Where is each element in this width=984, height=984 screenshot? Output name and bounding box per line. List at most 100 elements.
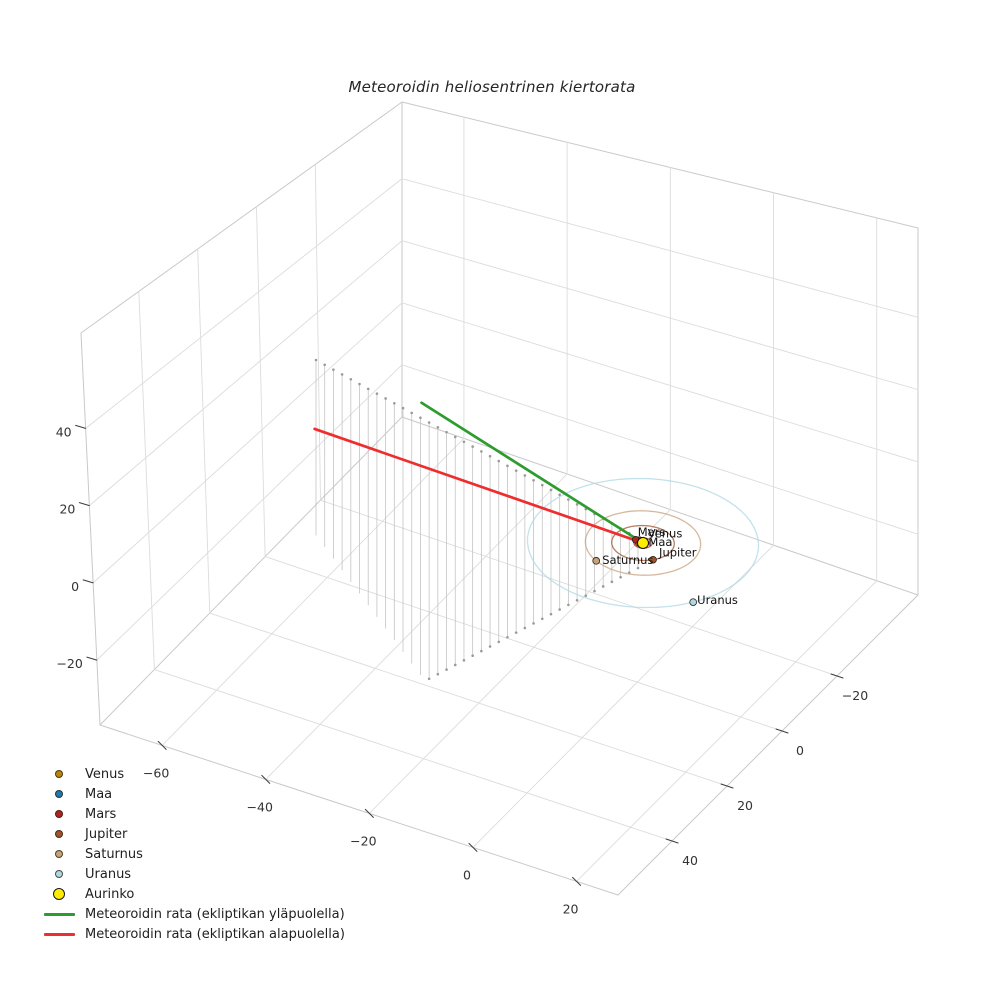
legend-label: Venus: [85, 766, 125, 782]
stem-bottom-dot: [619, 575, 622, 579]
legend-marker-line: [43, 912, 75, 916]
stem-top-dot: [453, 435, 457, 439]
legend-marker: [42, 870, 76, 878]
stem-top-dot: [375, 392, 379, 395]
legend-label: Aurinko: [85, 886, 135, 902]
grid-x-floor: [161, 437, 465, 746]
grid-y-wall: [314, 163, 321, 501]
legend-label: Uranus: [85, 866, 132, 882]
stem-bottom-dot: [575, 599, 579, 602]
x-tick-mark: [364, 808, 374, 818]
stem-top-dot: [488, 454, 492, 458]
grid-y-wall: [138, 290, 155, 670]
stem-top-dot: [532, 478, 535, 482]
legend: Venus Maa Mars Jupiter Saturnus Uranus Aurinko…: [42, 764, 345, 944]
x-tick-label: −40: [247, 799, 273, 814]
legend-marker: [42, 830, 76, 838]
stem-bottom-dot: [445, 668, 448, 671]
grid-z-right: [401, 178, 919, 318]
grid-x-floor: [368, 509, 671, 814]
stem-top-dot: [436, 426, 440, 429]
z-tick-mark: [82, 579, 94, 584]
planet-dot-saturnus: [592, 557, 601, 565]
grid-y-floor: [320, 499, 838, 677]
grid-z-left: [92, 302, 403, 584]
legend-item-4: Saturnus: [42, 844, 345, 864]
stem-top-dot: [340, 373, 344, 376]
stem-bottom-dot: [514, 631, 518, 634]
grid-x-floor: [472, 544, 774, 848]
z-tick-mark: [78, 502, 90, 507]
legend-marker: [42, 790, 76, 798]
axes-box-edge: [617, 594, 919, 896]
stem-top-dot: [401, 406, 405, 410]
stem-top-dot: [471, 445, 474, 448]
legend-marker-dot: [55, 770, 63, 778]
x-tick-mark: [261, 774, 271, 784]
stem-bottom-dot: [523, 626, 527, 630]
orbit-uranus: [526, 477, 760, 609]
stem-bottom-dot: [488, 645, 492, 648]
stem-top-dot: [384, 397, 387, 400]
grid-y-floor: [264, 556, 783, 732]
legend-marker-line: [43, 932, 75, 936]
planet-label-mars: Mars: [638, 525, 666, 539]
x-tick-mark: [572, 876, 582, 886]
legend-marker: [42, 912, 76, 916]
stem-top-dot: [419, 416, 422, 420]
stem-top-dot: [427, 421, 431, 424]
grid-y-wall: [256, 206, 266, 558]
legend-label: Jupiter: [85, 826, 128, 842]
legend-marker-dot: [53, 888, 65, 900]
x-tick-label: 20: [563, 901, 579, 916]
stem-top-dot: [366, 387, 370, 391]
stem-bottom-dot: [610, 580, 614, 584]
stem-top-dot: [497, 459, 501, 463]
stem-top-dot: [540, 483, 544, 487]
stem-top-dot: [549, 488, 553, 492]
stem-bottom-dot: [532, 622, 535, 625]
legend-item-3: Jupiter: [42, 824, 345, 844]
legend-marker-dot: [55, 790, 63, 798]
x-tick-label: 0: [463, 867, 471, 882]
stem-bottom-dot: [636, 566, 640, 570]
y-tick-label: 20: [737, 798, 753, 813]
stem-bottom-dot: [584, 594, 588, 598]
legend-marker-dot: [55, 870, 63, 878]
trajectory-above-ecliptic: [420, 401, 645, 545]
trajectory-below-ecliptic: [313, 427, 645, 545]
legend-label: Meteoroidin rata (ekliptikan alapuolella…: [85, 926, 345, 942]
y-tick-mark: [830, 673, 844, 679]
grid-x-floor: [265, 473, 568, 780]
legend-marker: [42, 850, 76, 858]
planet-label-uranus: Uranus: [697, 593, 738, 607]
sun-marker: [637, 537, 649, 549]
grid-z-left: [88, 240, 403, 507]
stem-bottom-dot: [567, 603, 570, 607]
stem-bottom-dot: [436, 672, 440, 676]
legend-label: Maa: [85, 786, 113, 802]
stem-bottom-dot: [471, 654, 474, 658]
stem-top-dot: [462, 440, 466, 444]
stem-top-dot: [393, 401, 396, 405]
planet-label-venus: Venus: [648, 527, 683, 541]
stem-bottom-dot: [506, 635, 509, 639]
stem-top-dot: [514, 469, 518, 472]
stem-bottom-dot: [497, 640, 501, 644]
z-tick-mark: [75, 424, 87, 429]
planet-label-maa: Maa: [648, 535, 672, 549]
stem-bottom-dot: [480, 649, 483, 653]
x-tick-label: −60: [143, 765, 169, 780]
axes-box-edge: [99, 416, 403, 726]
stem-top-dot: [323, 363, 327, 367]
legend-marker: [42, 932, 76, 936]
legend-marker: [42, 770, 76, 778]
legend-label: Meteoroidin rata (ekliptikan yläpuolella…: [85, 906, 345, 922]
stem-bottom-dot: [427, 677, 431, 681]
grid-x-floor: [576, 580, 878, 882]
grid-z-right: [401, 302, 919, 463]
z-tick-mark: [86, 656, 98, 661]
x-tick-mark: [468, 842, 478, 852]
grid-z-right: [401, 364, 919, 535]
